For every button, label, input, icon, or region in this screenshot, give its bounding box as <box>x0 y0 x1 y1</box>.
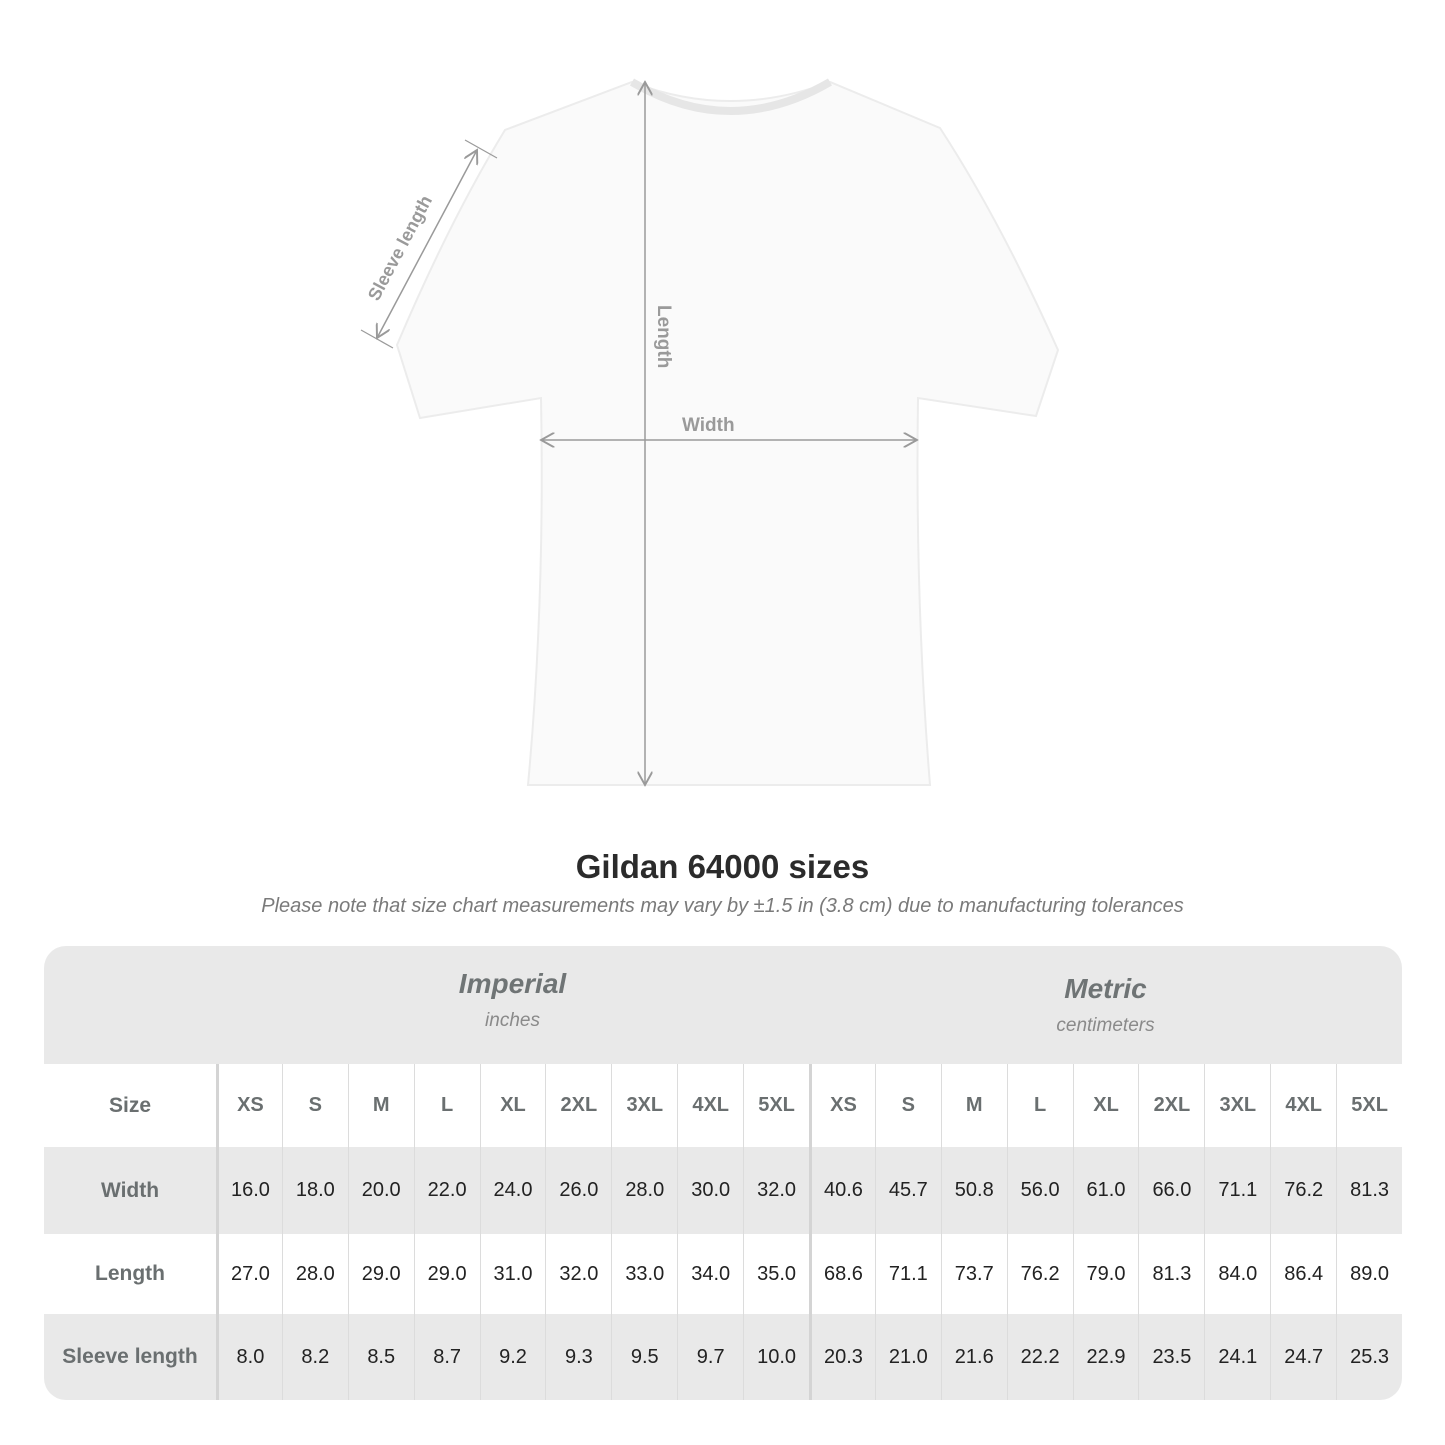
metric-value-cell: 71.1 <box>1204 1147 1270 1234</box>
imperial-size-header: L <box>413 1064 480 1147</box>
metric-value-cell: 89.0 <box>1336 1234 1402 1314</box>
metric-title: Metric <box>1064 973 1147 1004</box>
imperial-unit: inches <box>485 1010 540 1031</box>
metric-value-cell: 73.7 <box>940 1234 1007 1314</box>
imperial-value-cell: 8.2 <box>281 1314 348 1400</box>
row-label: Size <box>108 1093 152 1117</box>
metric-size-header: 4XL <box>1270 1064 1336 1147</box>
metric-value-cell: 61.0 <box>1072 1147 1139 1234</box>
imperial-value-cell: 35.0 <box>743 1234 809 1314</box>
imperial-value-cell: 29.0 <box>347 1234 414 1314</box>
metric-value-cell: 76.2 <box>1006 1234 1073 1314</box>
imperial-size-header: 5XL <box>743 1064 809 1147</box>
page-title: Gildan 64000 sizes <box>575 848 870 885</box>
metric-size-header: 2XL <box>1138 1064 1204 1147</box>
imperial-size-header: M <box>347 1064 414 1147</box>
unit-header: Imperial inches Metric centimeters <box>44 946 1402 1064</box>
tolerance-note: Please note that size chart measurements… <box>261 895 1184 917</box>
metric-value-cell: 84.0 <box>1204 1234 1270 1314</box>
metric-value-cell: 50.8 <box>940 1147 1007 1234</box>
imperial-value-cell: 30.0 <box>677 1147 743 1234</box>
imperial-value-cell: 31.0 <box>479 1234 546 1314</box>
metric-value-cell: 25.3 <box>1336 1314 1402 1400</box>
metric-value-cell: 45.7 <box>874 1147 941 1234</box>
imperial-size-header: XL <box>479 1064 546 1147</box>
metric-value-cell: 24.7 <box>1270 1314 1336 1400</box>
imperial-value-cell: 9.5 <box>611 1314 677 1400</box>
imperial-value-cell: 32.0 <box>545 1234 611 1314</box>
table-row: Length 27.0 28.0 29.0 29.0 31.0 32.0 33.0 34.0 35… <box>44 1234 1402 1314</box>
table-row: Width 16.0 18.0 20.0 22.0 24.0 26.0 28.0 30.0 32.… <box>44 1147 1402 1234</box>
metric-value-cell: 86.4 <box>1270 1234 1336 1314</box>
imperial-value-cell: 8.0 <box>216 1314 282 1400</box>
width-label: Width <box>682 415 735 436</box>
imperial-value-cell: 24.0 <box>479 1147 546 1234</box>
metric-value-cell: 81.3 <box>1336 1147 1402 1234</box>
imperial-value-cell: 18.0 <box>281 1147 348 1234</box>
imperial-value-cell: 34.0 <box>677 1234 743 1314</box>
imperial-header: Imperial inches <box>216 968 809 1032</box>
imperial-value-cell: 20.0 <box>347 1147 414 1234</box>
metric-value-cell: 23.5 <box>1138 1314 1204 1400</box>
imperial-value-cell: 29.0 <box>413 1234 480 1314</box>
row-label: Width <box>100 1178 160 1202</box>
imperial-value-cell: 27.0 <box>216 1234 282 1314</box>
metric-size-header: 5XL <box>1336 1064 1402 1147</box>
metric-value-cell: 40.6 <box>809 1147 875 1234</box>
metric-value-cell: 76.2 <box>1270 1147 1336 1234</box>
imperial-value-cell: 9.2 <box>479 1314 546 1400</box>
metric-value-cell: 56.0 <box>1006 1147 1073 1234</box>
metric-size-header: S <box>874 1064 941 1147</box>
imperial-size-header: 2XL <box>545 1064 611 1147</box>
metric-value-cell: 81.3 <box>1138 1234 1204 1314</box>
metric-value-cell: 71.1 <box>874 1234 941 1314</box>
imperial-value-cell: 33.0 <box>611 1234 677 1314</box>
row-label: Length <box>95 1262 165 1285</box>
imperial-size-header: 4XL <box>677 1064 743 1147</box>
imperial-title: Imperial <box>458 968 567 999</box>
metric-value-cell: 68.6 <box>809 1234 875 1314</box>
metric-value-cell: 22.2 <box>1006 1314 1073 1400</box>
imperial-size-header: 3XL <box>611 1064 677 1147</box>
imperial-size-header: S <box>281 1064 348 1147</box>
imperial-value-cell: 9.3 <box>545 1314 611 1400</box>
table-row: Sleeve length 8.0 8.2 8.5 8.7 9.2 9.3 9.5 9.7 10.… <box>44 1314 1402 1400</box>
imperial-value-cell: 28.0 <box>611 1147 677 1234</box>
imperial-value-cell: 32.0 <box>743 1147 809 1234</box>
size-header-row: Size XS S M L XL 2XL 3XL 4XL 5XL XS S M L XL 2XL 3XL 4XL 5… <box>44 1064 1402 1147</box>
imperial-value-cell: 22.0 <box>413 1147 480 1234</box>
metric-size-header: L <box>1006 1064 1073 1147</box>
imperial-value-cell: 8.7 <box>413 1314 480 1400</box>
imperial-value-cell: 28.0 <box>281 1234 348 1314</box>
imperial-size-header: XS <box>216 1064 282 1147</box>
metric-header: Metric centimeters <box>809 973 1402 1037</box>
imperial-value-cell: 8.5 <box>347 1314 414 1400</box>
metric-unit: centimeters <box>1056 1015 1155 1036</box>
length-label: Length <box>653 305 674 368</box>
size-table: Imperial inches Metric centimeters Size X… <box>44 946 1402 1400</box>
imperial-value-cell: 9.7 <box>677 1314 743 1400</box>
sleeve-arrow <box>377 150 477 338</box>
tshirt-diagram: Length Width Sleeve length <box>360 78 1060 830</box>
metric-size-header: M <box>940 1064 1007 1147</box>
imperial-value-cell: 26.0 <box>545 1147 611 1234</box>
metric-value-cell: 20.3 <box>809 1314 875 1400</box>
metric-value-cell: 79.0 <box>1072 1234 1139 1314</box>
row-label: Sleeve length <box>62 1345 198 1368</box>
metric-value-cell: 22.9 <box>1072 1314 1139 1400</box>
metric-size-header: 3XL <box>1204 1064 1270 1147</box>
metric-value-cell: 66.0 <box>1138 1147 1204 1234</box>
metric-value-cell: 24.1 <box>1204 1314 1270 1400</box>
imperial-value-cell: 16.0 <box>216 1147 282 1234</box>
metric-size-header: XS <box>809 1064 875 1147</box>
metric-value-cell: 21.0 <box>874 1314 941 1400</box>
metric-size-header: XL <box>1072 1064 1139 1147</box>
imperial-value-cell: 10.0 <box>743 1314 809 1400</box>
metric-value-cell: 21.6 <box>940 1314 1007 1400</box>
